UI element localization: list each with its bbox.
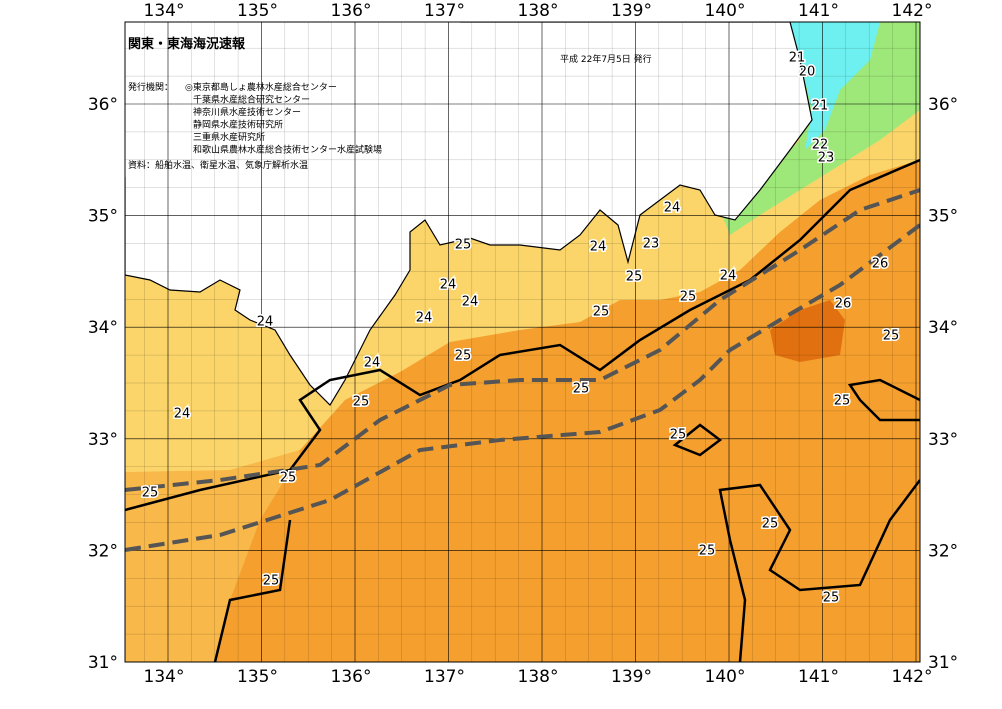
contour [672,423,723,457]
contour-label: 25 [593,305,610,320]
contour-label: 24 [462,295,479,310]
contour-label: 25 [573,382,590,397]
contour [213,519,292,662]
lon-label: 135° [237,667,278,687]
lat-label: 31° [88,653,118,673]
contour-label: 21 [812,99,829,114]
contour-label: 25 [455,238,472,253]
lon-label: 136° [331,1,372,21]
contour-label: 25 [823,591,840,606]
sea-coldest [790,22,880,150]
contour-label: 24 [364,356,381,371]
contour-label: 25 [670,428,687,443]
contour-label: 25 [883,329,900,344]
lat-label: 36° [928,95,958,115]
lat-label: 33° [88,430,118,450]
contour [125,158,920,512]
issuer: 静岡県水産技術研究所 [193,119,283,131]
contour-label: 23 [643,237,660,252]
contour-label: 25 [353,395,370,410]
lon-label: 139° [611,667,652,687]
issuer: 神奈川県水産技術センター [193,106,301,118]
issuers-label: 発行機関： [128,81,173,93]
contour-label: 25 [699,544,716,559]
lat-label: 32° [928,541,958,561]
sea-hot [770,300,845,362]
lon-label: 141° [798,1,839,21]
grid [125,22,920,662]
lon-label: 140° [705,1,746,21]
lat-label: 31° [928,653,958,673]
contour-label: 25 [455,349,472,364]
lat-label: 35° [88,207,118,227]
lon-label: 137° [424,1,465,21]
kuroshio [125,188,920,552]
lon-label: 134° [144,1,185,21]
lon-label: 134° [144,667,185,687]
contour-label: 24 [664,201,681,216]
contour-label: 24 [257,315,274,330]
axes: 134° 134° 135° 135° 136° 136° 137° 137° 138° 138°… [88,1,958,687]
contour-label: 25 [762,517,779,532]
issuer: 三重県水産研究所 [193,131,265,143]
contour [718,479,920,662]
lat-label: 35° [928,207,958,227]
contour-label: 23 [818,151,835,166]
lat-label: 32° [88,541,118,561]
contour-label: 24 [416,311,433,326]
contour-label: 25 [680,290,697,305]
issuer: 千葉県水産総合研究センター [193,94,310,106]
lon-label: 136° [331,667,372,687]
issue-date: 平成 22年7月5日 発行 [560,53,652,65]
contour-label: 20 [799,65,816,80]
issuer: 和歌山県農林水産総合技術センター水産試験場 [193,144,382,156]
lat-label: 36° [88,95,118,115]
contour-label: 26 [835,297,852,312]
lon-label: 135° [237,1,278,21]
contour-label: 25 [142,486,159,501]
lon-label: 141° [798,667,839,687]
contour-label: 25 [834,394,851,409]
lat-label: 33° [928,430,958,450]
contour-label: 24 [720,269,737,284]
kuroshio-edge [125,223,920,552]
kuroshio-edge [125,188,920,492]
lon-label: 142° [892,667,933,687]
lat-label: 34° [928,318,958,338]
contour-label: 22 [812,138,829,153]
lon-label: 138° [518,667,559,687]
map-body [125,22,920,662]
contour-label: 24 [440,278,457,293]
lon-label: 139° [611,1,652,21]
contour [847,378,920,422]
contours-25 [125,158,920,662]
lon-label: 140° [705,667,746,687]
title: 関東・東海海況速報 [128,36,246,52]
header-box [125,22,460,177]
frame [124,21,921,663]
lon-label: 142° [892,1,933,21]
contour-label: 25 [626,270,643,285]
contour-label: 24 [174,407,191,422]
contour-label: 26 [872,257,889,272]
contour-label: 21 [789,51,806,66]
contour-label: 24 [590,240,607,255]
lon-label: 138° [518,1,559,21]
contour-label: 25 [263,574,280,589]
lat-label: 34° [88,318,118,338]
lon-label: 137° [424,667,465,687]
source: 資料：船舶水温、衛星水温、気象庁解析水温 [128,159,308,171]
issuer: ◎東京都島しょ農林水産総合センター [185,81,337,93]
contour-label: 25 [280,471,297,486]
issuers: ◎東京都島しょ農林水産総合センター千葉県水産総合研究センター神奈川県水産技術セン… [185,81,382,156]
